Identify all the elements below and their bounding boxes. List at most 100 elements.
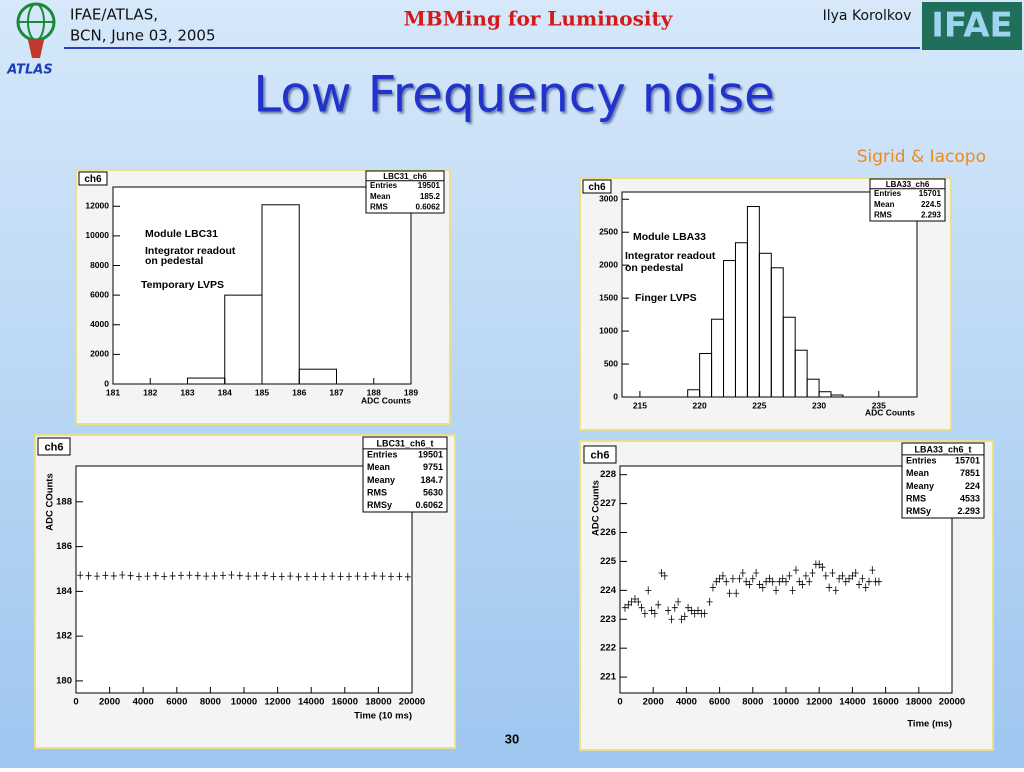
data-point <box>354 572 361 581</box>
y-tick-label: 227 <box>600 498 616 509</box>
y-tick-label: 223 <box>600 614 616 625</box>
data-point <box>739 568 746 577</box>
data-point <box>346 572 352 581</box>
data-point <box>779 574 786 583</box>
data-point <box>736 574 743 583</box>
data-point <box>743 577 750 586</box>
data-point <box>832 586 839 595</box>
stats-value: 0.6062 <box>415 500 443 510</box>
histogram-bar <box>830 394 844 398</box>
y-tick-label: 8000 <box>90 260 109 270</box>
data-point <box>668 615 675 624</box>
x-tick-label: 185 <box>255 387 269 397</box>
data-point <box>822 571 829 580</box>
x-tick-label: 0 <box>617 697 622 708</box>
y-tick-label: 226 <box>600 527 616 538</box>
plot: 0 2000 4000 6000 8000 10000 12000 14000 16000 180… <box>579 440 994 751</box>
x-tick-label: 10000 <box>231 697 257 708</box>
data-point <box>631 595 638 604</box>
annotation: Temporary LVPS <box>141 279 224 291</box>
x-tick-label: 189 <box>404 387 418 397</box>
title-box <box>78 171 108 186</box>
y-tick-label: 221 <box>600 672 617 683</box>
credits: Sigrid & Iacopo <box>857 147 986 167</box>
stats-value: 19501 <box>418 450 443 460</box>
x-tick-label: 2000 <box>643 697 664 708</box>
plot-title: ch6 <box>84 174 102 185</box>
stats-label: Entries <box>906 456 937 466</box>
plot-title: ch6 <box>45 441 64 453</box>
atlas-logo: ATLAS <box>6 2 56 78</box>
data-point <box>789 586 796 595</box>
stats-value: 184.7 <box>420 475 443 485</box>
data-point <box>675 597 682 606</box>
data-point <box>628 597 635 606</box>
stats-value: 9751 <box>423 462 443 472</box>
annotation: Module LBA33 <box>633 231 706 243</box>
data-point <box>119 571 126 580</box>
x-tick-label: 18000 <box>365 697 391 708</box>
data-point <box>94 572 100 581</box>
y-axis-label: ADC Counts <box>591 480 602 536</box>
x-tick-label: 215 <box>633 400 647 410</box>
data-point <box>836 574 843 583</box>
ifae-logo-text: IFAE <box>931 6 1013 46</box>
data-point <box>329 572 336 581</box>
x-tick-label: 6000 <box>166 697 187 708</box>
stats-value: 224.5 <box>921 200 942 209</box>
data-point <box>763 577 770 586</box>
stats-value: 19501 <box>418 181 441 190</box>
data-point <box>709 583 716 592</box>
y-tick-label: 4000 <box>90 319 109 329</box>
x-tick-label: 14000 <box>298 697 324 708</box>
data-point <box>186 571 193 580</box>
y-tick-label: 1000 <box>599 325 618 335</box>
data-point <box>842 577 849 586</box>
data-point <box>661 571 668 580</box>
stats-value: 185.2 <box>420 192 441 201</box>
data-point <box>816 560 823 569</box>
stats-label: RMSy <box>906 506 931 516</box>
y-tick-label: 0 <box>104 378 109 388</box>
stats-value: 2.293 <box>921 211 942 220</box>
histogram-bar <box>794 349 808 398</box>
data-point <box>665 606 672 615</box>
data-point <box>228 571 235 580</box>
atlas-logo-text: ATLAS <box>6 63 52 78</box>
y-tick-label: 500 <box>604 358 618 368</box>
x-tick-label: 0 <box>73 697 78 708</box>
plot-title: ch6 <box>588 182 606 193</box>
header-org: IFAE/ATLAS, <box>70 6 158 24</box>
y-tick-label: 224 <box>600 585 617 596</box>
annotation: Integrator readout <box>145 245 236 257</box>
plot: 181 182 183 184 185 186 187 188 189 0 2000 4000 6000… <box>75 169 451 425</box>
x-tick-label: 183 <box>180 387 194 397</box>
data-point <box>152 571 159 580</box>
data-point <box>783 577 789 586</box>
x-axis-label: Time (ms) <box>907 719 952 730</box>
plot-frame <box>621 191 918 398</box>
stats-label: Entries <box>874 189 902 198</box>
charts: 181 182 183 184 185 186 187 188 189 0 2000 4000 6000… <box>34 169 994 751</box>
x-tick-label: 16000 <box>332 697 358 708</box>
stats-label: Meany <box>906 481 934 491</box>
ifae-logo: IFAE <box>922 2 1022 50</box>
data-point <box>753 568 760 577</box>
data-point <box>161 572 168 581</box>
x-axis-label: ADC Counts <box>865 407 915 417</box>
data-point <box>766 574 773 583</box>
stats-value: 5630 <box>423 487 443 497</box>
y-tick-label: 228 <box>600 469 616 480</box>
y-tick-label: 6000 <box>90 289 109 299</box>
plot: 0 2000 4000 6000 8000 10000 12000 14000 16000 180… <box>34 434 456 749</box>
stats-value: 7851 <box>960 468 980 478</box>
y-tick-label: 2000 <box>90 349 109 359</box>
data-point <box>337 572 344 581</box>
x-tick-label: 230 <box>812 400 826 410</box>
stats-box <box>362 436 448 513</box>
data-point <box>733 589 740 598</box>
data-point <box>819 563 826 572</box>
stats-label: RMS <box>874 211 892 220</box>
